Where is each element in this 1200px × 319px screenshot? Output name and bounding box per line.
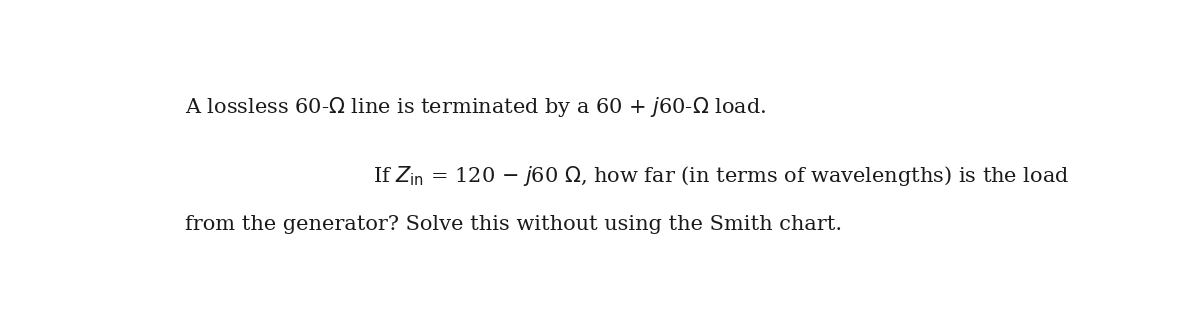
Text: A lossless 60-$\Omega$ line is terminated by a 60 + $j$60-$\Omega$ load.: A lossless 60-$\Omega$ line is terminate… bbox=[185, 95, 767, 119]
Text: from the generator? Solve this without using the Smith chart.: from the generator? Solve this without u… bbox=[185, 215, 842, 234]
Text: If $Z_{\mathrm{in}}$ = 120 $-$ $j$60 $\Omega$, how far (in terms of wavelengths): If $Z_{\mathrm{in}}$ = 120 $-$ $j$60 $\O… bbox=[373, 164, 1069, 188]
